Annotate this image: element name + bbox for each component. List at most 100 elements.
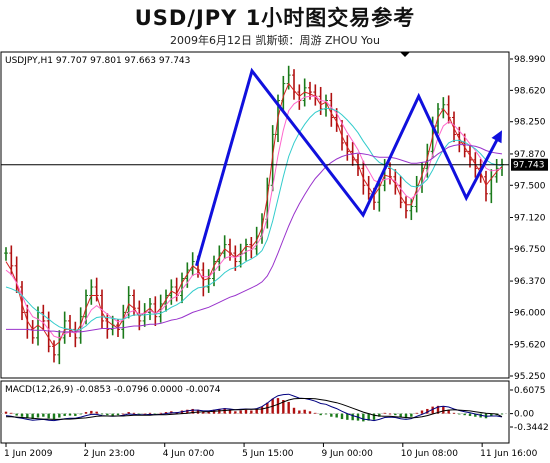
macd-signal-line bbox=[6, 398, 503, 420]
macd-histogram-bar bbox=[362, 413, 365, 422]
macd-histogram-bar bbox=[148, 412, 152, 414]
time-axis-label: 2 Jun 23:00 bbox=[83, 449, 135, 459]
macd-histogram-bar bbox=[383, 412, 386, 414]
price-axis-tick-label: 96.750 bbox=[514, 245, 546, 255]
macd-histogram-bar bbox=[116, 413, 120, 416]
macd-histogram-bar bbox=[335, 413, 338, 418]
macd-histogram-bar bbox=[388, 413, 392, 415]
macd-histogram-bar bbox=[420, 410, 424, 414]
price-axis-tick-label: 95.620 bbox=[514, 341, 546, 351]
macd-histogram-bar bbox=[138, 413, 141, 415]
ohlc-bar bbox=[409, 198, 414, 221]
ohlc-bar bbox=[148, 298, 152, 321]
macd-histogram-bar bbox=[447, 409, 450, 414]
macd-histogram-bar bbox=[244, 409, 248, 414]
ohlc-bar bbox=[494, 159, 499, 183]
moving-average-line bbox=[5, 82, 503, 348]
macd-histogram-bar bbox=[42, 413, 45, 417]
macd-histogram-bar bbox=[490, 413, 493, 416]
macd-histogram-bar bbox=[63, 413, 66, 416]
ohlc-bar bbox=[4, 247, 8, 261]
macd-axis-tick-label: 0.6075 bbox=[514, 386, 546, 396]
chart-title: USD/JPY 1小时图交易参考 bbox=[134, 6, 416, 30]
macd-histogram-bar bbox=[282, 400, 285, 414]
macd-histogram-bar bbox=[474, 413, 477, 417]
macd-histogram-bar bbox=[287, 401, 290, 414]
macd-histogram-bar bbox=[100, 413, 104, 415]
current-price-badge bbox=[511, 158, 548, 171]
price-axis-tick-label: 95.250 bbox=[514, 372, 546, 382]
macd-histogram-bar bbox=[15, 413, 18, 416]
macd-histogram-bar bbox=[351, 413, 354, 421]
macd-histogram-bar bbox=[68, 413, 72, 416]
macd-histogram-bar bbox=[95, 411, 98, 414]
macd-histogram-bar bbox=[436, 405, 440, 414]
macd-histogram-bar bbox=[319, 413, 322, 416]
macd-histogram-bar bbox=[26, 413, 29, 419]
macd-histogram-bar bbox=[36, 413, 40, 418]
time-axis-label: 9 Jun 00:00 bbox=[321, 449, 373, 459]
macd-axis-tick-label: 0.00 bbox=[514, 410, 534, 420]
macd-histogram-bar bbox=[250, 410, 253, 414]
axes: 95.250 95.620 96.000 96.370 96.750 97.120 97.5… bbox=[4, 55, 549, 459]
shift-marker-icon bbox=[400, 52, 410, 57]
ohlc-bar bbox=[180, 272, 184, 304]
macd-histogram-bar bbox=[47, 413, 50, 419]
macd-histogram-bar bbox=[330, 413, 333, 417]
price-axis-tick-label: 97.500 bbox=[514, 181, 546, 191]
macd-histogram-bar bbox=[276, 398, 280, 414]
macd-histogram-bar bbox=[4, 411, 8, 414]
macd-histogram-bar bbox=[164, 412, 168, 414]
macd-histogram-bar bbox=[154, 413, 157, 415]
price-panel-frame bbox=[0, 51, 510, 379]
macd-histogram-bar bbox=[452, 412, 456, 414]
macd-histogram-bar bbox=[431, 406, 434, 414]
macd-histogram-bar bbox=[404, 413, 408, 419]
macd-histogram-bar bbox=[122, 413, 125, 415]
macd-histogram-bar bbox=[127, 412, 130, 414]
macd-histogram-bar bbox=[410, 413, 413, 417]
macd-histogram-bar bbox=[52, 413, 56, 420]
time-axis-label: 5 Jun 15:00 bbox=[242, 449, 294, 459]
macd-histogram-bar bbox=[159, 412, 162, 414]
price-axis-tick-label: 96.000 bbox=[514, 308, 546, 318]
macd-histogram-bar bbox=[340, 413, 344, 420]
macd-histogram-bar bbox=[74, 413, 77, 416]
macd-histogram-bar bbox=[132, 412, 136, 414]
macd-histogram-bar bbox=[399, 413, 402, 418]
macd-info-label: MACD(12,26,9) -0.0853 -0.0796 0.0000 -0.… bbox=[5, 385, 221, 395]
chart-subtitle: 2009年6月12日 凯斯顿：周游 ZHOU You bbox=[170, 34, 380, 47]
macd-axis-tick-label: -0.3442 bbox=[514, 423, 549, 433]
price-axis-tick-label: 97.120 bbox=[514, 214, 546, 224]
ohlc-bar bbox=[222, 235, 227, 260]
current-price-label: 97.743 bbox=[513, 161, 545, 171]
moving-average-line bbox=[5, 95, 503, 339]
macd-histogram-bar bbox=[207, 411, 210, 414]
pattern-trend-line bbox=[195, 67, 499, 267]
macd-histogram-bar bbox=[303, 409, 306, 414]
macd-histogram-bar bbox=[372, 413, 376, 420]
macd-histogram-bar bbox=[500, 413, 504, 415]
price-plot bbox=[1, 65, 509, 365]
macd-histogram-bar bbox=[346, 413, 349, 420]
macd-histogram-bar bbox=[20, 413, 24, 417]
macd-histogram-bar bbox=[111, 413, 114, 416]
macd-histogram-bar bbox=[255, 408, 258, 414]
ohlc-bar bbox=[20, 281, 24, 321]
moving-average-line bbox=[5, 107, 503, 331]
ohlc-bar bbox=[233, 245, 238, 271]
macd-histogram-bar bbox=[394, 413, 397, 416]
ohlc-bar bbox=[73, 321, 78, 348]
macd-histogram-bar bbox=[143, 413, 146, 415]
macd-plot bbox=[1, 393, 509, 422]
macd-histogram-bar bbox=[463, 413, 466, 416]
ohlc-bar bbox=[62, 311, 67, 344]
macd-histogram-bar bbox=[298, 410, 301, 414]
macd-histogram-bar bbox=[378, 413, 381, 417]
macd-histogram-bar bbox=[84, 412, 88, 414]
macd-histogram-bar bbox=[106, 413, 109, 416]
macd-histogram-bar bbox=[308, 411, 312, 414]
time-axis-label: 11 Jun 16:00 bbox=[480, 449, 537, 459]
macd-histogram-bar bbox=[367, 413, 370, 421]
